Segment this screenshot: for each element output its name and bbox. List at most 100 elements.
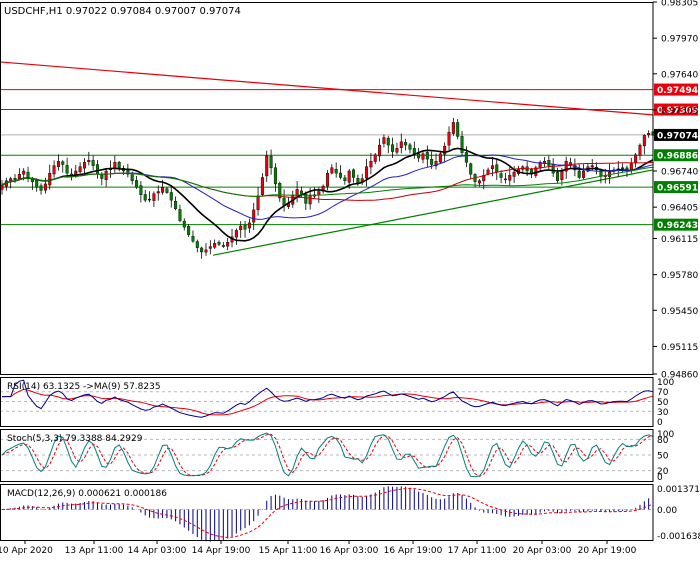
macd-label: MACD(12,26,9) 0.000621 0.000186 <box>7 489 167 499</box>
candle-body <box>343 177 347 181</box>
y-tick-label: 0.95780 <box>661 271 698 281</box>
rsi-line <box>2 379 654 418</box>
candle-body <box>469 163 473 175</box>
candle-body <box>9 178 13 181</box>
candle-body <box>213 243 217 248</box>
candle-body <box>152 193 156 201</box>
candle-body <box>460 136 464 153</box>
candle-body <box>22 170 26 175</box>
candle-body <box>221 245 225 247</box>
candle-body <box>404 142 408 146</box>
candle-body <box>61 161 65 165</box>
candle-body <box>556 172 560 181</box>
candle-body <box>265 155 269 177</box>
candle-body <box>512 171 516 177</box>
candle-body <box>156 191 160 194</box>
candle-body <box>386 137 390 146</box>
candle-body <box>373 154 377 162</box>
price-level-tag <box>654 181 698 194</box>
candle-body <box>456 122 460 137</box>
candle-body <box>486 169 490 175</box>
candle-body <box>143 194 147 201</box>
candle-body <box>369 161 373 168</box>
candle-body <box>204 249 208 253</box>
candle-body <box>391 144 395 152</box>
chart-header: USDCHF,H1 0.97022 0.97084 0.97007 0.9707… <box>4 6 241 17</box>
candle-body <box>451 122 455 134</box>
x-tick-label: 17 Apr 11:00 <box>448 546 507 556</box>
y-tick-label: 0.95115 <box>661 343 698 353</box>
y-tick-label: 0.97970 <box>661 35 698 45</box>
candle-body <box>490 165 494 170</box>
macd-y-label: 0.001371 <box>657 485 700 495</box>
candle-body <box>408 144 412 150</box>
candle-body <box>126 170 130 175</box>
candle-body <box>234 230 238 238</box>
candle-body <box>508 175 512 181</box>
candle-body <box>48 172 52 186</box>
x-tick-label: 13 Apr 11:00 <box>65 546 124 556</box>
candle-body <box>174 201 178 209</box>
candle-body <box>273 167 277 185</box>
rsi-label: RSI(14) 63.1325 ->MA(9) 57.8235 <box>7 382 161 392</box>
x-tick-label: 20 Apr 03:00 <box>513 546 572 556</box>
candle-body <box>577 170 581 178</box>
rsi-panel-frame <box>0 377 654 427</box>
price-level-tag <box>654 83 698 96</box>
price-level-label: 0.96591 <box>657 184 698 194</box>
stoch-label: Stoch(5,3,3) 79.3388 84.2929 <box>7 434 143 444</box>
candle-body <box>182 220 186 228</box>
candle-body <box>148 198 152 201</box>
price-level-label: 0.97309 <box>657 106 698 116</box>
candle-body <box>629 163 633 170</box>
candle-body <box>365 166 369 179</box>
candle-body <box>412 148 416 154</box>
candle-body <box>239 225 243 231</box>
y-tick-label: 0.96740 <box>661 167 698 177</box>
ma-line-90 <box>1 166 654 197</box>
candle-body <box>547 160 551 166</box>
candle-body <box>647 132 651 136</box>
moving-averages-layer <box>1 147 654 242</box>
panel-frames <box>0 2 654 541</box>
ma-line-14 <box>1 147 654 242</box>
price-level-tag <box>654 149 698 162</box>
candle-body <box>243 225 247 230</box>
candle-body <box>356 177 360 184</box>
candle-body <box>252 209 256 223</box>
price-level-label: 0.96886 <box>657 152 698 162</box>
candle-body <box>443 145 447 155</box>
current-price-label: 0.97074 <box>657 131 698 141</box>
green-trendline <box>212 169 654 256</box>
stoch-y-label: 0 <box>657 473 663 483</box>
y-tick-label: 0.95450 <box>661 307 698 317</box>
y-tick-label: 0.96115 <box>661 235 698 245</box>
candle-body <box>217 241 221 245</box>
x-tick-label: 20 Apr 19:00 <box>578 546 637 556</box>
candle-body <box>477 180 481 184</box>
candle-body <box>464 152 468 163</box>
y-tick-label: 0.98305 <box>661 0 698 9</box>
candle-body <box>39 185 43 191</box>
main-panel-frame <box>0 2 654 375</box>
candle-body <box>78 166 82 173</box>
rsi-y-label: 0 <box>657 418 663 428</box>
candle-body <box>499 173 503 178</box>
candle-body <box>269 156 273 168</box>
candle-body <box>278 183 282 199</box>
price-level-label: 0.97494 <box>657 86 698 96</box>
candle-body <box>260 177 264 195</box>
x-tick-label: 15 Apr 11:00 <box>259 546 318 556</box>
candle-body <box>178 209 182 221</box>
candle-body <box>334 168 338 174</box>
candle-body <box>308 195 312 205</box>
candle-body <box>564 161 568 172</box>
candle-body <box>91 160 95 166</box>
x-tick-label: 14 Apr 03:00 <box>128 546 187 556</box>
candle-body <box>65 165 69 174</box>
price-level-tag <box>654 218 698 231</box>
